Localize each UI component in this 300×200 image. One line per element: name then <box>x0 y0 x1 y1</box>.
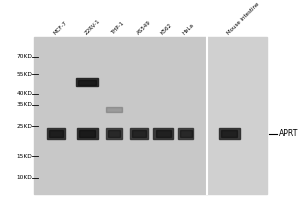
Bar <box>76 78 98 86</box>
Bar <box>180 130 191 137</box>
Text: 25KD: 25KD <box>16 124 32 129</box>
Bar <box>221 130 237 137</box>
Text: 40KD: 40KD <box>16 91 32 96</box>
Bar <box>153 128 173 139</box>
Text: MCF-7: MCF-7 <box>53 20 68 36</box>
Text: 35KD: 35KD <box>16 102 32 107</box>
Text: 15KD: 15KD <box>16 154 32 159</box>
Text: AS549: AS549 <box>136 20 152 36</box>
Bar <box>132 130 146 137</box>
Text: 55KD: 55KD <box>16 72 32 77</box>
Text: Mouse intestine: Mouse intestine <box>226 2 260 36</box>
Bar <box>219 128 240 139</box>
Text: Z2RV-1: Z2RV-1 <box>84 18 101 36</box>
Text: THP-1: THP-1 <box>110 21 125 36</box>
Bar <box>108 130 120 137</box>
Bar <box>106 107 122 112</box>
Bar <box>49 130 63 137</box>
Text: APRT: APRT <box>278 129 298 138</box>
Text: 10KD: 10KD <box>16 175 32 180</box>
Bar <box>130 128 148 139</box>
Text: HeLa: HeLa <box>182 22 196 36</box>
Bar <box>106 128 122 139</box>
Bar <box>79 130 95 137</box>
Bar <box>78 80 96 85</box>
Bar <box>76 128 98 139</box>
Bar <box>207 37 267 194</box>
Bar <box>178 128 194 139</box>
Text: K562: K562 <box>160 22 173 36</box>
Bar <box>47 128 65 139</box>
Bar <box>34 37 207 194</box>
Bar <box>156 130 171 137</box>
Text: 70KD: 70KD <box>16 54 32 59</box>
